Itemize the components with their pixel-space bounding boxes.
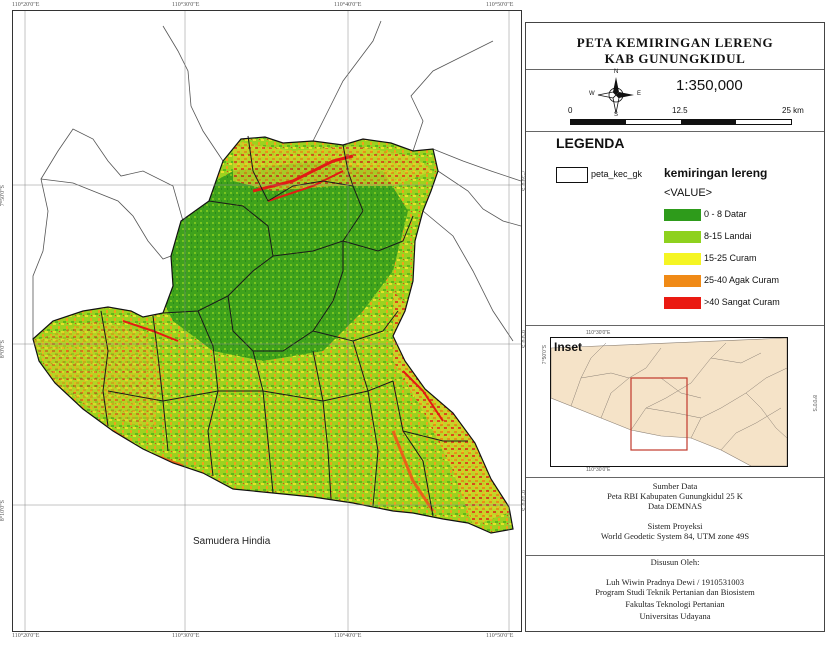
scalebar-label-0: 0 [568, 106, 573, 115]
legend-swatch-sangat-curam [664, 297, 701, 309]
slope-map[interactable]: Samudera Hindia [13, 11, 521, 631]
source-line2: Data DEMNAS [647, 501, 703, 511]
projection-heading: Sistem Proyeksi [647, 521, 703, 531]
legend-label: 25-40 Agak Curam [704, 275, 780, 285]
tick-top-1: 110°20'0"E [12, 2, 40, 8]
inset-tick-left: 7°50'0"S [542, 345, 548, 365]
author-line1: Luh Wiwin Pradnya Dewi / 1910531003 [605, 577, 745, 587]
inset-tick-top: 110°30'0"E [586, 330, 611, 336]
title-section: PETA KEMIRINGAN LERENG KAB GUNUNGKIDUL [526, 23, 824, 70]
compass-e: E [637, 91, 642, 97]
boundary-swatch [556, 167, 588, 183]
tick-left-3: 8°10'0"S [0, 500, 6, 522]
inset-map[interactable]: Inset [550, 337, 788, 467]
legend-label: >40 Sangat Curam [704, 297, 780, 307]
scalebar [570, 119, 792, 125]
legend-group-title: kemiringan lereng [664, 166, 768, 180]
legend-value-header: <VALUE> [664, 187, 713, 199]
compass-w: W [589, 91, 595, 97]
author-line3: Fakultas Teknologi Pertanian [625, 599, 725, 609]
tick-bottom-1: 110°20'0"E [12, 633, 40, 639]
tick-left-1: 7°50'0"S [0, 185, 6, 207]
inset-tick-bottom: 110°30'0"E [586, 467, 611, 473]
scalebar-label-mid: 12.5 [672, 106, 688, 115]
map-info-panel: PETA KEMIRINGAN LERENG KAB GUNUNGKIDUL N… [525, 22, 825, 632]
tick-bottom-3: 110°40'0"E [334, 633, 362, 639]
source-heading: Sumber Data [652, 481, 698, 491]
author-line2: Program Studi Teknik Pertanian dan Biosi… [595, 587, 755, 597]
scale-section: N S E W 1:350,000 0 12.5 25 km [526, 69, 824, 132]
inset-tick-right: 8°0'0"S [811, 395, 817, 412]
scalebar-label-end: 25 km [782, 106, 804, 115]
tick-top-2: 110°30'0"E [172, 2, 200, 8]
inset-map-svg [551, 338, 787, 466]
boundary-label: peta_kec_gk [591, 169, 643, 179]
scale-ratio: 1:350,000 [676, 77, 743, 94]
map-frame[interactable]: Samudera Hindia [12, 10, 522, 632]
legend-swatch-agak-curam [664, 275, 701, 287]
inset-section: 110°30'0"E 110°30'0"E 7°50'0"S 8°0'0"S [526, 325, 824, 478]
legend-label: 8-15 Landai [704, 231, 752, 241]
projection-line1: World Geodetic System 84, UTM zone 49S [600, 531, 750, 541]
legend-label: 0 - 8 Datar [704, 209, 747, 219]
legend-swatch-landai [664, 231, 701, 243]
map-title-line1: PETA KEMIRINGAN LERENG [576, 35, 774, 50]
compass-icon [597, 77, 634, 114]
source-section: Sumber Data Peta RBI Kabupaten Gunungkid… [526, 477, 824, 556]
legend-label: 15-25 Curam [704, 253, 757, 263]
sea-label: Samudera Hindia [193, 536, 271, 547]
author-line4: Universitas Udayana [639, 611, 711, 621]
tick-right-3: 8°10'0"S [520, 490, 526, 512]
legend-section: LEGENDA peta_kec_gk kemiringan lereng <V… [526, 131, 824, 326]
map-title-line2: KAB GUNUNGKIDUL [604, 51, 746, 66]
tick-right-2: 8°0'0"S [520, 330, 526, 349]
tick-top-4: 110°50'0"E [486, 2, 514, 8]
compass-s: S [614, 112, 619, 118]
inset-label: Inset [554, 340, 583, 354]
author-section: Disusun Oleh: Luh Wiwin Pradnya Dewi / 1… [526, 555, 824, 631]
legend-swatch-datar [664, 209, 701, 221]
tick-top-3: 110°40'0"E [334, 2, 362, 8]
tick-left-2: 8°0'0"S [0, 340, 6, 359]
tick-bottom-4: 110°50'0"E [486, 633, 514, 639]
legend-swatch-curam [664, 253, 701, 265]
source-line1: Peta RBI Kabupaten Gunungkidul 25 K [607, 491, 743, 501]
author-heading: Disusun Oleh: [650, 557, 700, 567]
tick-right-1: 7°50'0"S [520, 170, 526, 192]
legend-title: LEGENDA [556, 135, 625, 151]
tick-bottom-2: 110°30'0"E [172, 633, 200, 639]
compass-n: N [614, 69, 619, 75]
